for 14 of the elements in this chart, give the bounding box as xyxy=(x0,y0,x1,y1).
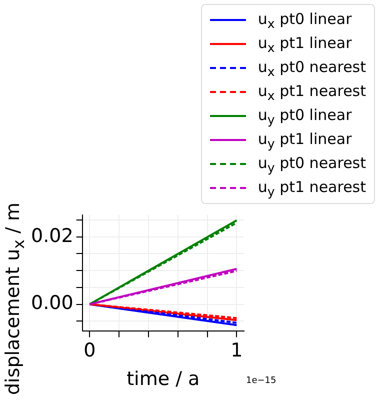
x-tick-label: 1 xyxy=(230,340,243,362)
legend-label: u$_{x}$ pt0 linear xyxy=(258,10,352,30)
legend-label: u$_{x}$ pt1 linear xyxy=(258,34,352,54)
y-tick-label: 0.00 xyxy=(30,292,74,314)
legend-label: u$_{y}$ pt1 nearest xyxy=(258,178,366,198)
legend-label: u$_{x}$ pt1 nearest xyxy=(258,82,366,102)
x-tick-label: 0 xyxy=(84,340,96,362)
legend-label: u$_{y}$ pt1 linear xyxy=(258,130,352,150)
legend-label: u$_{y}$ pt0 linear xyxy=(258,106,352,126)
legend-label: u$_{x}$ pt0 nearest xyxy=(258,58,366,78)
legend-label: u$_{y}$ pt0 nearest xyxy=(258,154,366,174)
x-axis-title: time / a xyxy=(126,368,200,390)
y-tick-label: 0.02 xyxy=(30,224,74,247)
text: 1e−15 xyxy=(246,376,276,386)
